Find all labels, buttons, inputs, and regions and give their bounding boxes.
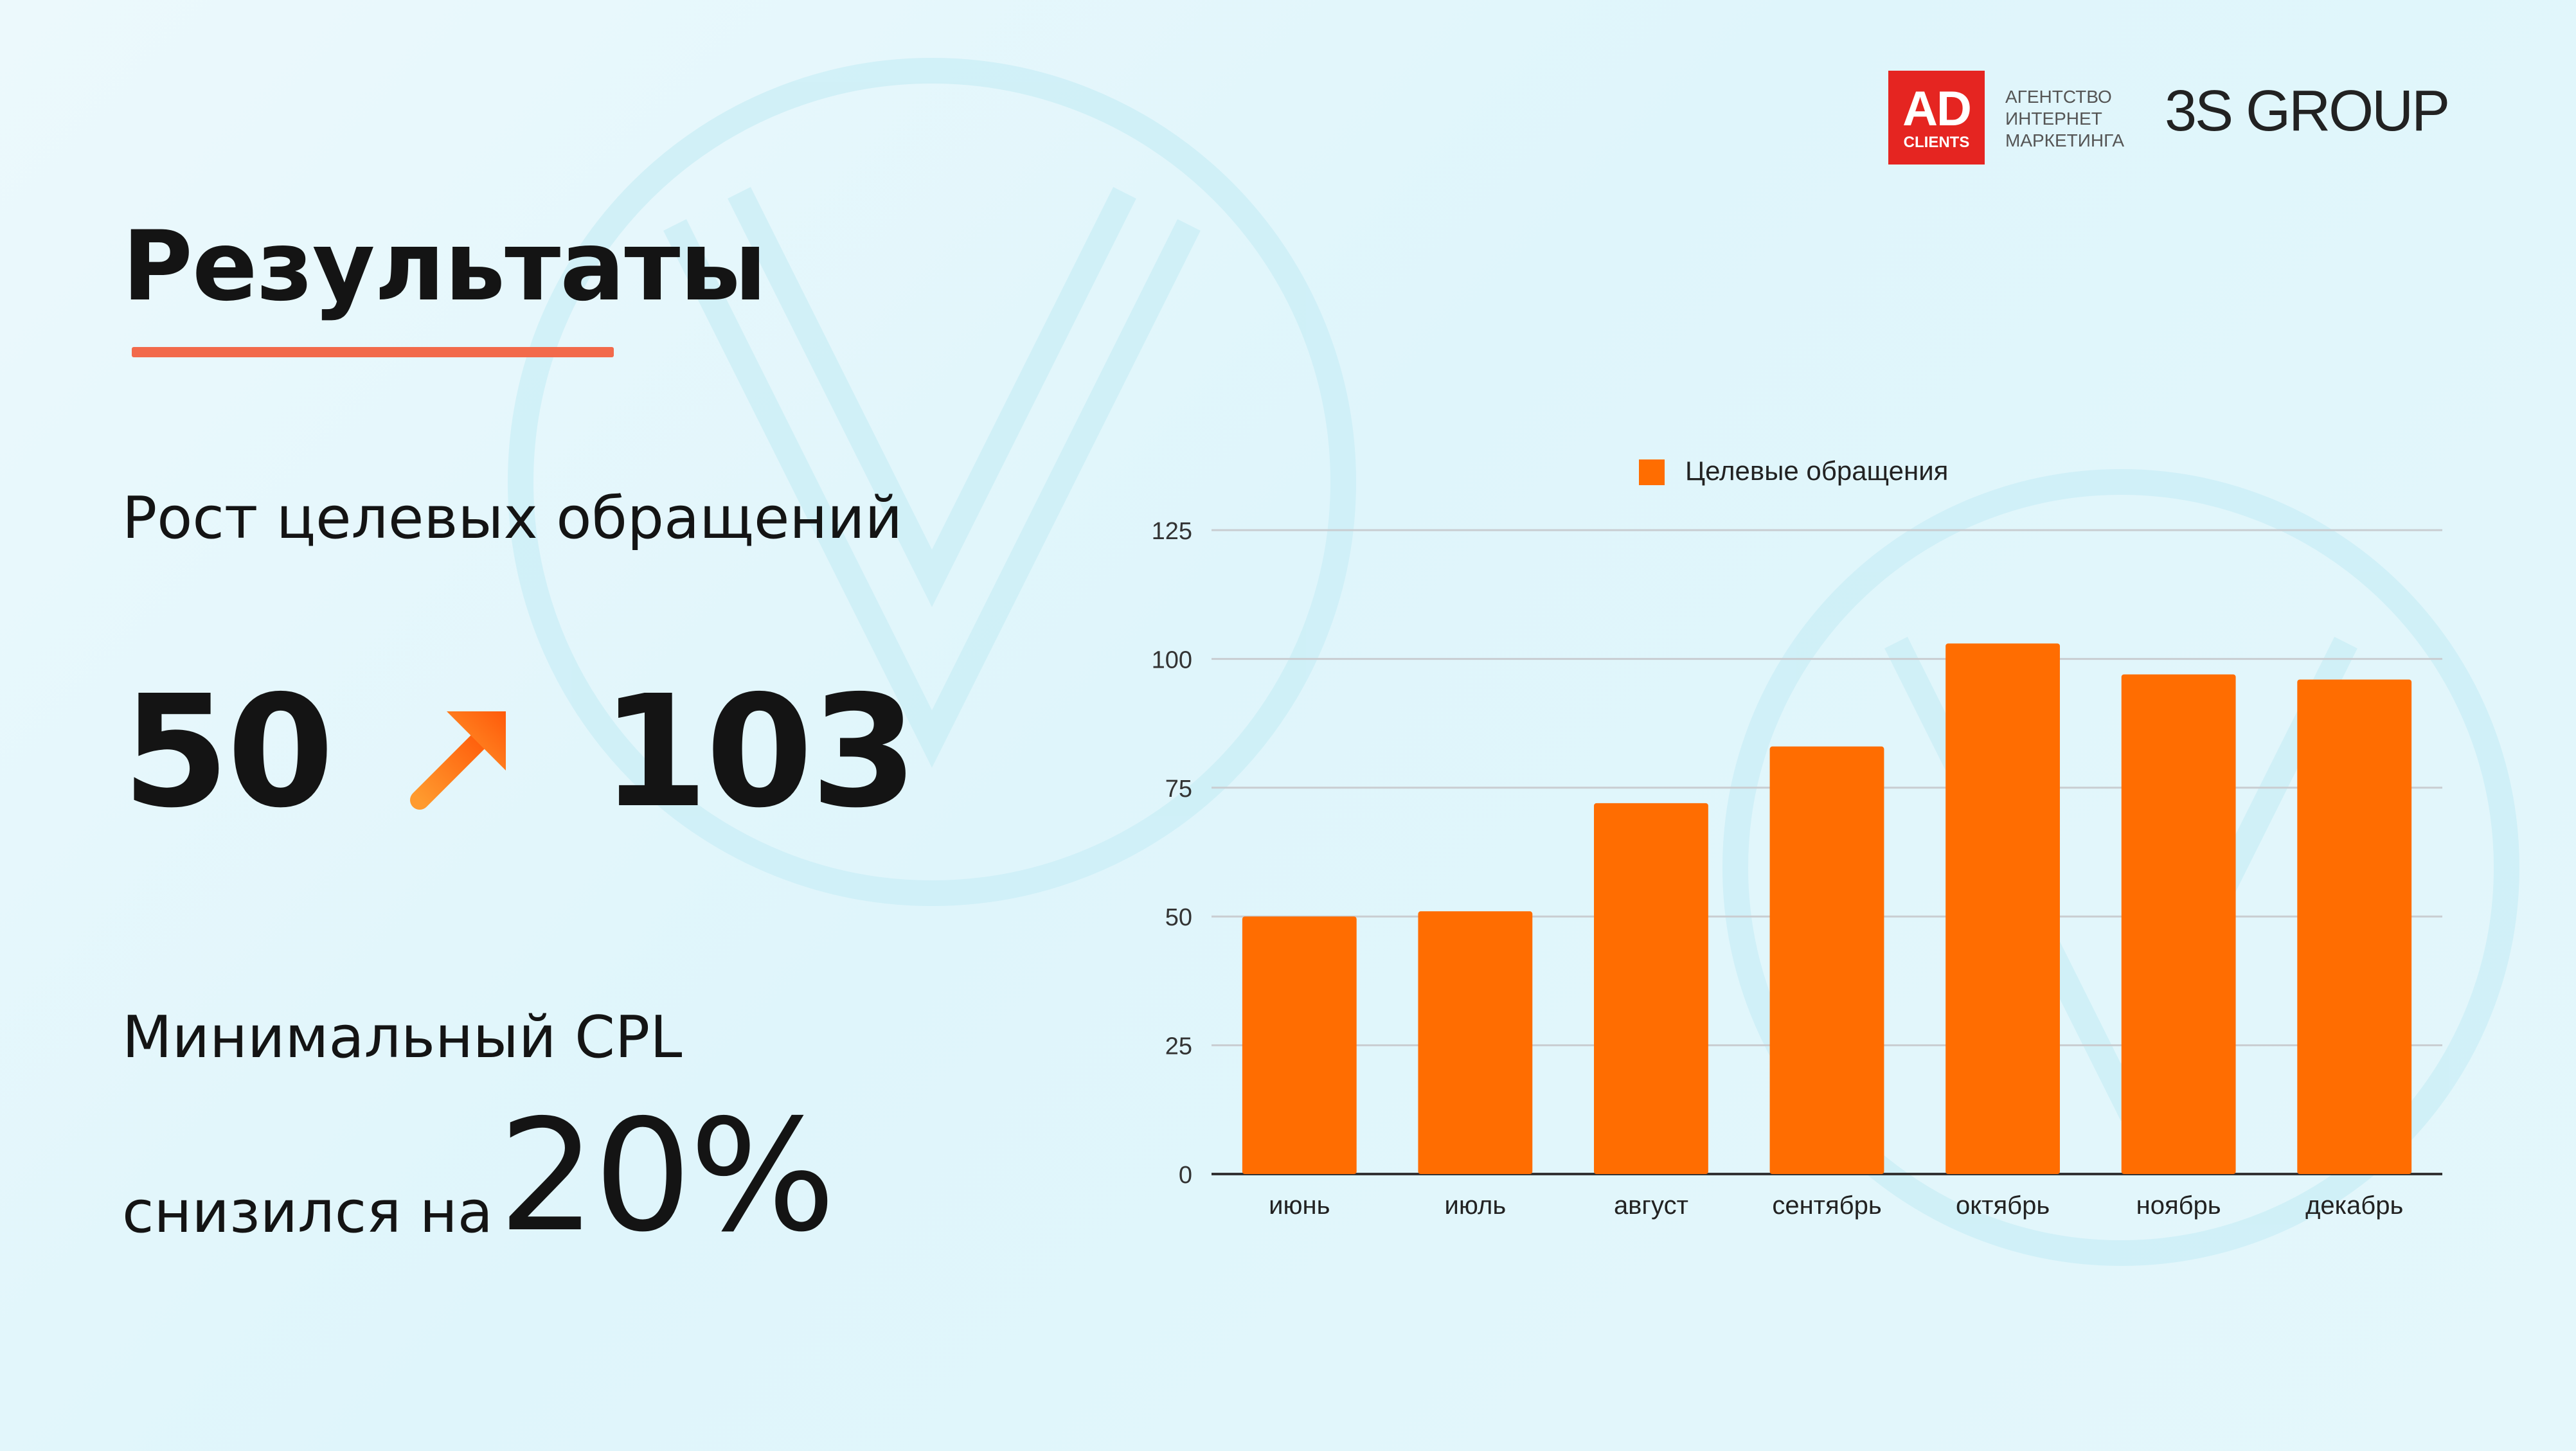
bar	[2297, 679, 2412, 1174]
growth-to-value: 103	[601, 662, 918, 842]
partner-logo: 3S GROUP	[2165, 79, 2450, 143]
bar	[1594, 803, 1708, 1174]
logo-main-text: AD	[1902, 82, 1972, 136]
agency-caption: АГЕНТСТВО ИНТЕРНЕТ МАРКЕТИНГА	[2005, 86, 2147, 152]
cpl-value: 20%	[498, 1086, 836, 1266]
y-tick-label: 50	[1165, 904, 1192, 931]
y-tick-label: 75	[1165, 776, 1192, 803]
y-tick-label: 25	[1165, 1033, 1192, 1060]
arrow-up-right-icon	[410, 711, 506, 810]
bar	[2121, 674, 2236, 1174]
agency-line: АГЕНТСТВО	[2005, 87, 2112, 107]
growth-label: Рост целевых обращений	[122, 485, 903, 552]
x-tick-label: июль	[1445, 1191, 1507, 1220]
logo-sub-text: CLIENTS	[1903, 134, 1970, 151]
legend-label: Целевые обращения	[1685, 456, 1948, 486]
y-tick-label: 100	[1152, 646, 1192, 673]
cpl-prefix: снизился на	[122, 1179, 493, 1246]
page-title: Результаты	[122, 211, 767, 323]
bar	[1418, 911, 1533, 1174]
bar	[1945, 643, 2060, 1174]
x-tick-label: август	[1614, 1191, 1688, 1220]
bar-chart: Целевые обращения 0 25 50 75 100 125 июнь июль ав…	[1152, 456, 2442, 1220]
x-tick-label: ноябрь	[2136, 1191, 2221, 1220]
cpl-label: Минимальный CPL	[122, 1004, 683, 1071]
title-underline	[132, 347, 614, 357]
bar	[1769, 746, 1884, 1174]
y-tick-label: 125	[1152, 518, 1192, 545]
x-tick-label: сентябрь	[1772, 1191, 1881, 1220]
bar	[1242, 916, 1357, 1174]
agency-line: ИНТЕРНЕТ	[2005, 109, 2102, 129]
x-tick-label: июнь	[1269, 1191, 1330, 1220]
agency-line: МАРКЕТИНГА	[2005, 130, 2125, 150]
x-tick-label: декабрь	[2305, 1191, 2403, 1220]
legend-swatch	[1639, 459, 1665, 485]
x-tick-label: октябрь	[1956, 1191, 2050, 1220]
adclients-logo: AD CLIENTS	[1888, 71, 1985, 165]
y-tick-label: 0	[1179, 1162, 1192, 1189]
growth-from-value: 50	[122, 662, 334, 842]
